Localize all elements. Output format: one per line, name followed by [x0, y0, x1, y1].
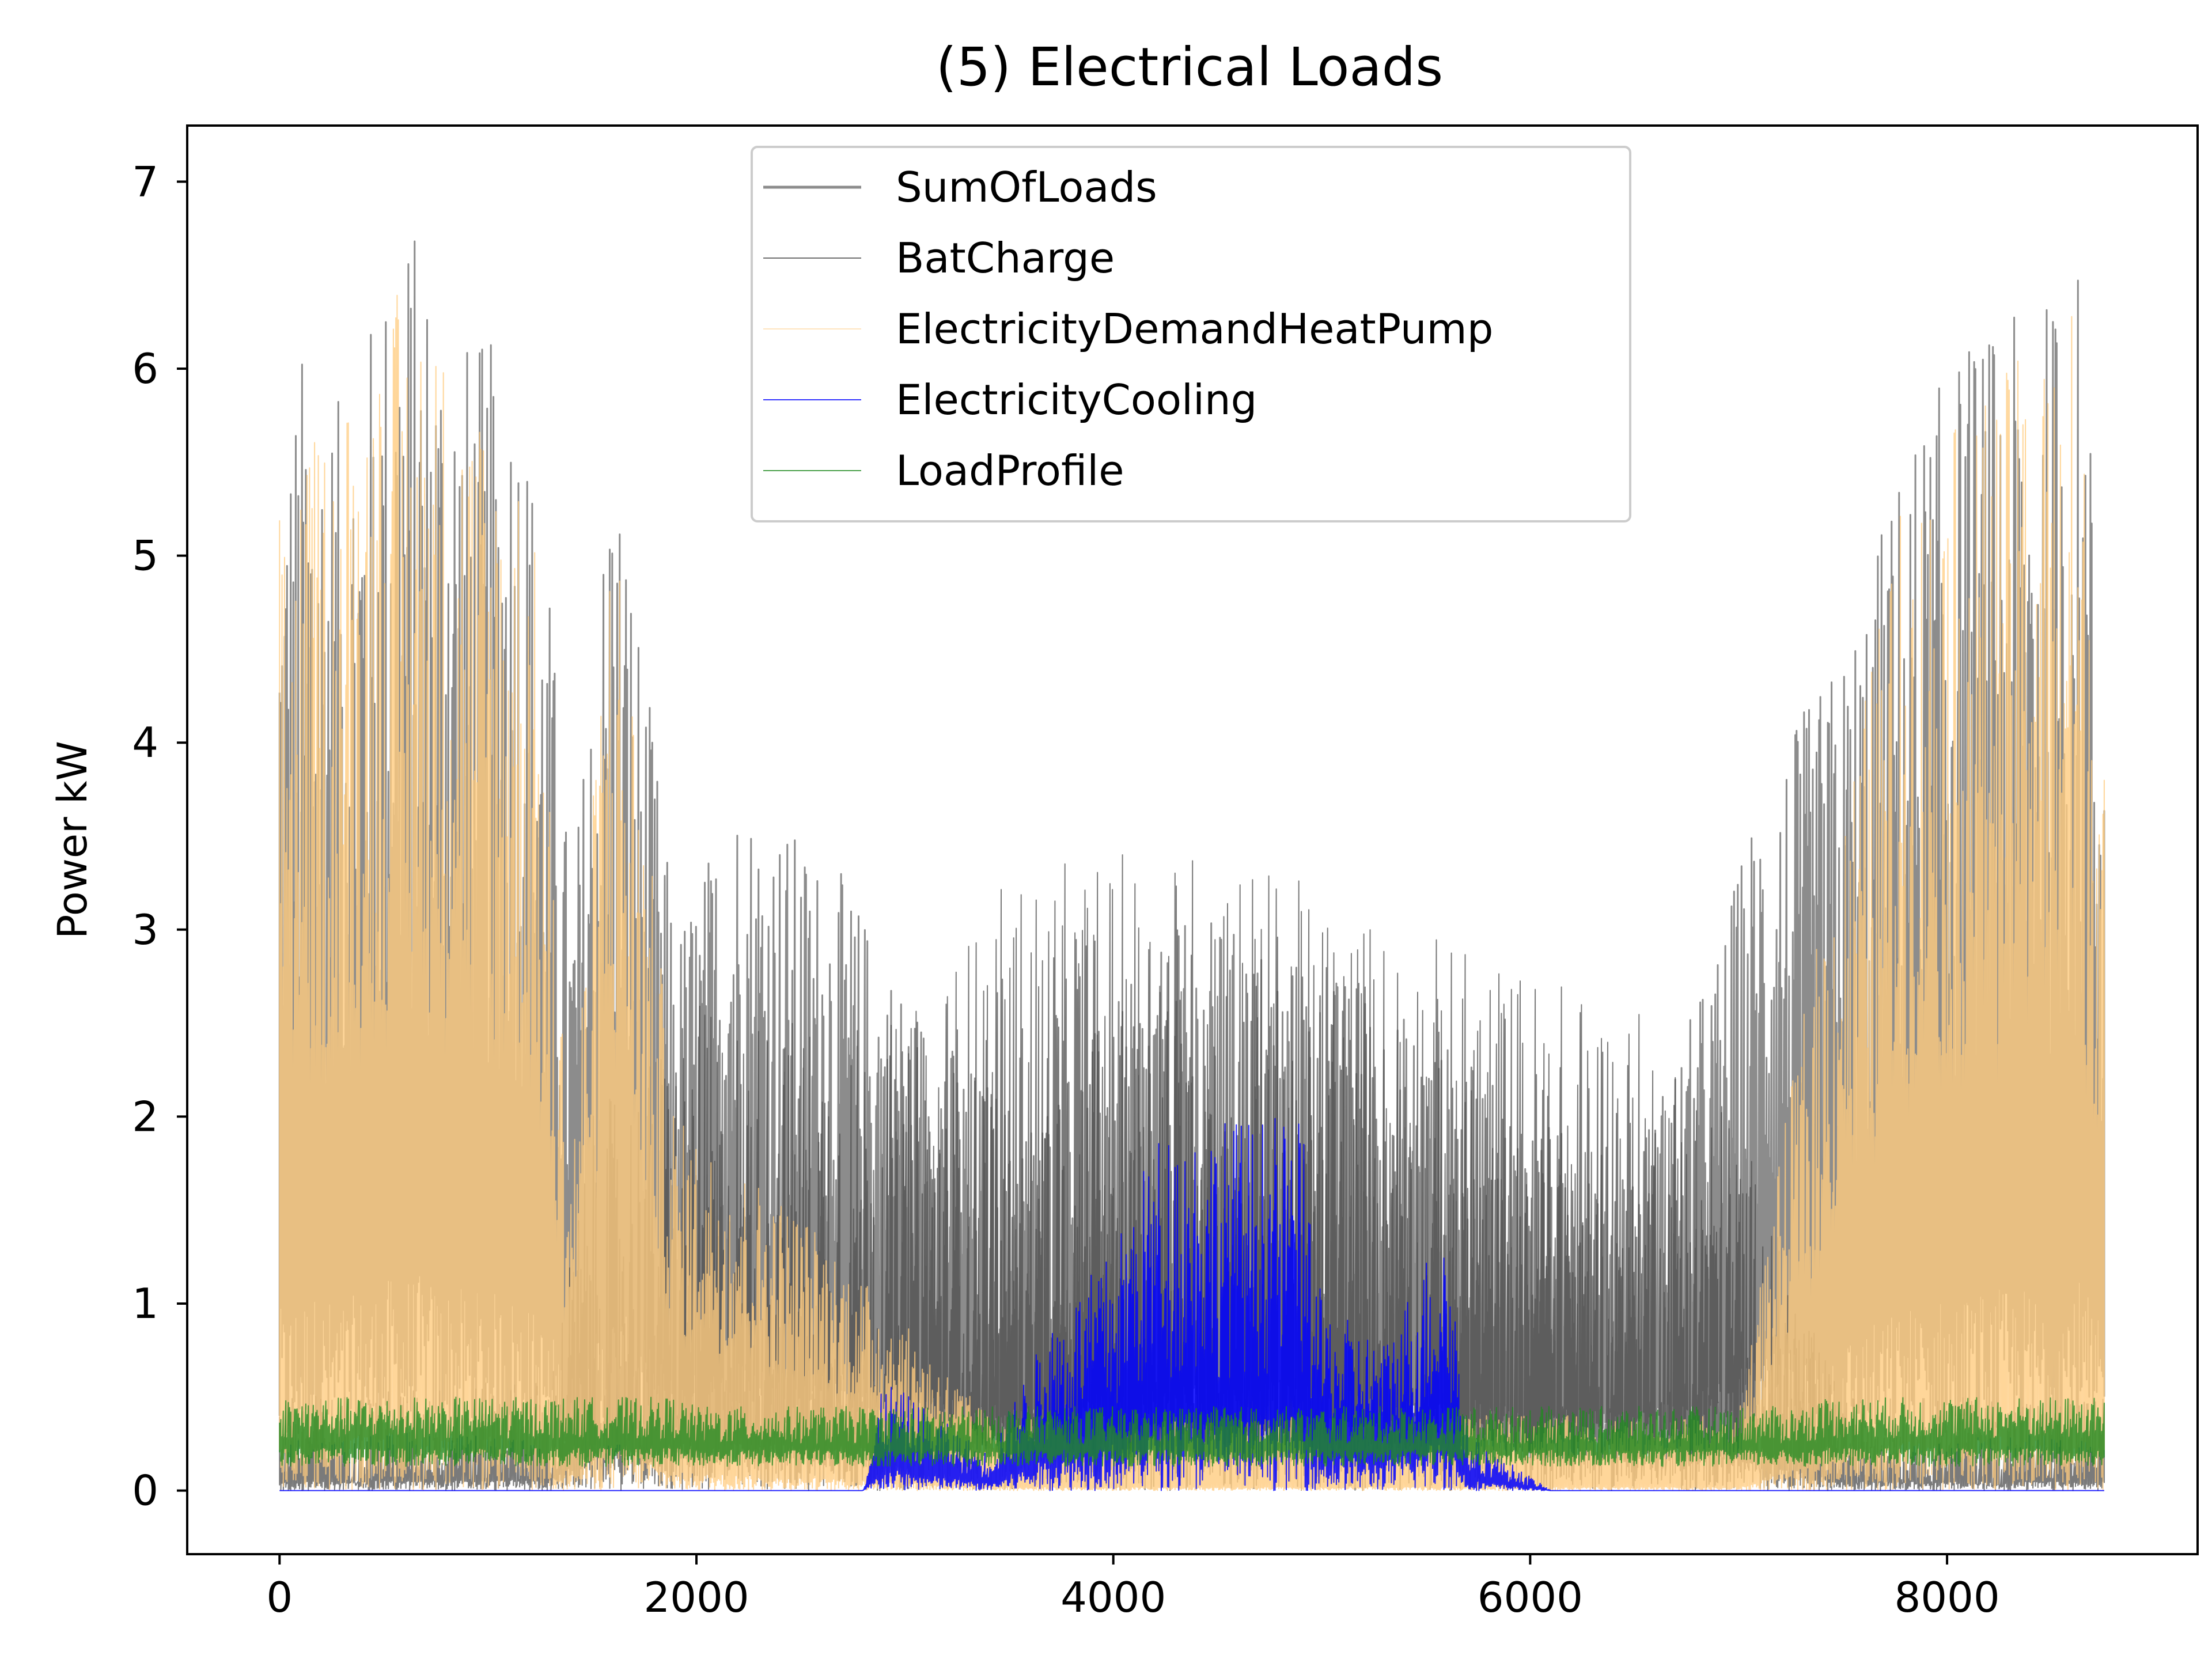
y-tick-label: 4 [132, 718, 158, 767]
series-layer [278, 240, 2105, 1491]
x-tick-label: 8000 [1894, 1573, 1999, 1622]
legend: SumOfLoads BatCharge ElectricityDemandHeat… [751, 146, 1631, 522]
y-tick-label: 6 [132, 344, 158, 393]
y-tick-label: 5 [132, 532, 158, 580]
x-tick-label: 4000 [1060, 1573, 1166, 1622]
series-line [279, 1118, 2104, 1491]
y-tick-label: 0 [132, 1467, 158, 1515]
series-line [279, 1396, 2105, 1467]
y-tick-label: 7 [132, 157, 158, 206]
y-tick-label: 2 [132, 1092, 158, 1141]
plot-area [278, 240, 2105, 1491]
legend-label: ElectricityCooling [896, 376, 1257, 424]
series-line [279, 294, 2105, 1491]
y-tick-label: 3 [132, 906, 158, 954]
plot-frame [186, 124, 2199, 1555]
y-axis: 0 1 2 3 4 5 6 7 [132, 157, 187, 1515]
x-tick-label: 6000 [1478, 1573, 1583, 1622]
legend-items: SumOfLoads BatCharge ElectricityDemandHeat… [763, 163, 1493, 495]
chart-title: (5) Electrical Loads [936, 36, 1443, 98]
legend-label: SumOfLoads [896, 163, 1157, 211]
x-axis: 0 2000 4000 6000 8000 [266, 1554, 2000, 1622]
legend-label: ElectricityDemandHeatPump [896, 305, 1493, 353]
x-tick-label: 2000 [643, 1573, 749, 1622]
y-axis-label: Power kW [49, 741, 96, 939]
x-tick-label: 0 [266, 1573, 293, 1622]
y-tick-label: 1 [132, 1279, 158, 1328]
legend-box [751, 146, 1631, 522]
legend-label: BatCharge [896, 234, 1115, 282]
legend-label: LoadProfile [896, 446, 1124, 495]
